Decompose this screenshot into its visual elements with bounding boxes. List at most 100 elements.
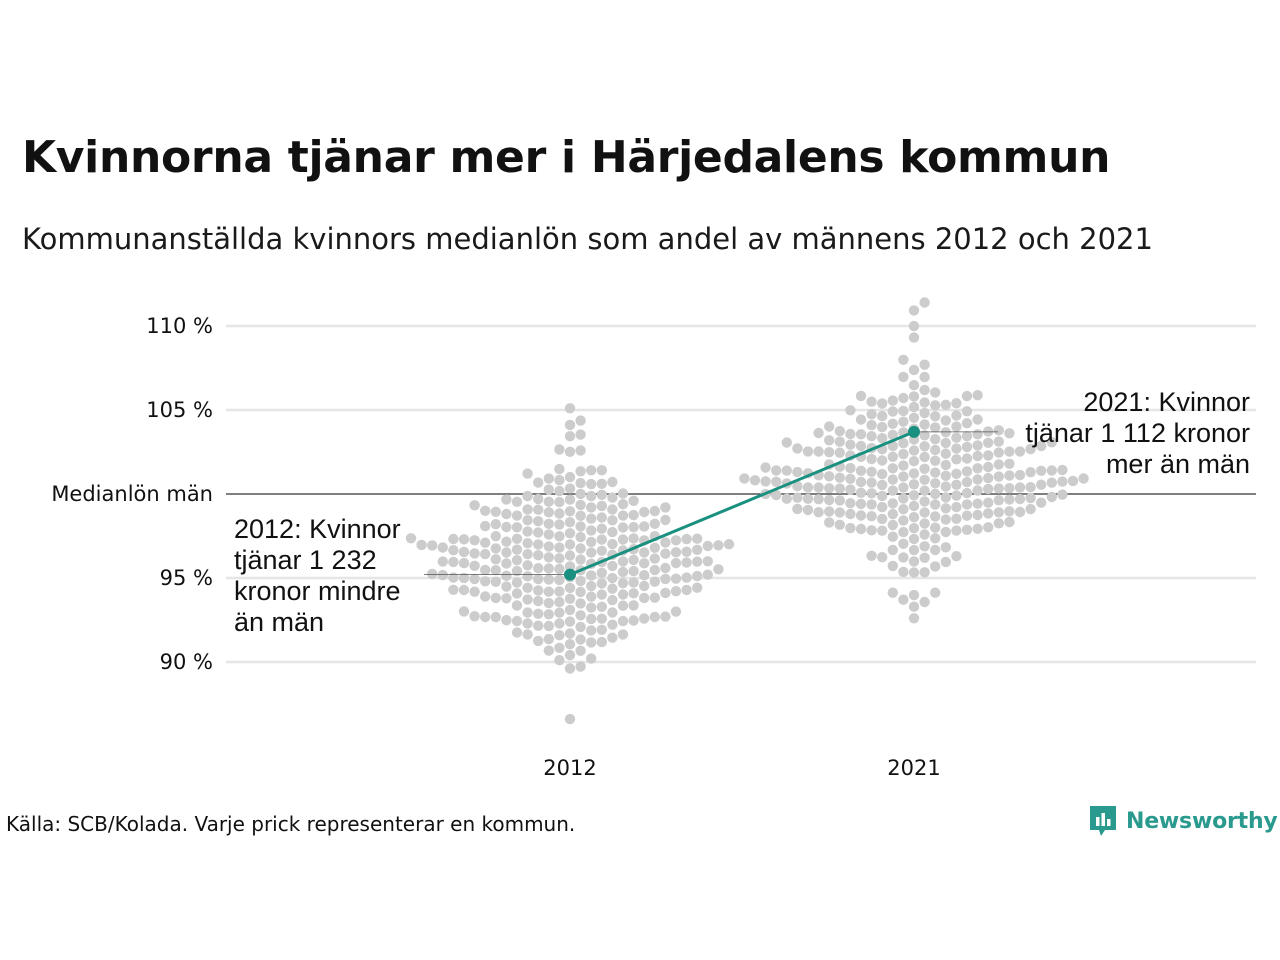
brand[interactable]: Newsworthy [1088, 804, 1278, 838]
data-point [919, 419, 930, 430]
data-point [972, 463, 983, 474]
data-point [855, 510, 867, 521]
data-point [908, 445, 920, 456]
data-point [427, 540, 438, 551]
data-point [898, 405, 909, 417]
data-point [898, 448, 909, 460]
data-point [993, 518, 1004, 529]
data-point [866, 396, 877, 407]
data-point [575, 415, 586, 426]
data-point [564, 663, 576, 674]
data-point [458, 572, 470, 584]
data-point [511, 588, 523, 599]
data-point [993, 495, 1004, 506]
data-point [543, 484, 554, 495]
data-point [1046, 465, 1058, 476]
data-point [586, 547, 597, 558]
data-point [845, 484, 856, 495]
data-point [713, 564, 724, 575]
data-point [834, 472, 845, 483]
data-point [617, 556, 629, 567]
data-point [951, 479, 962, 490]
data-point [448, 533, 459, 545]
data-point [951, 443, 962, 454]
data-point [469, 611, 480, 622]
data-point [951, 551, 962, 562]
data-point [543, 496, 554, 507]
data-point [930, 422, 941, 433]
data-point [564, 446, 576, 457]
data-point [681, 572, 692, 583]
data-point [919, 397, 930, 408]
data-point [628, 600, 639, 611]
x-tick-label: 2021 [887, 756, 940, 780]
data-point [1014, 506, 1026, 518]
data-point [887, 485, 898, 496]
data-point [533, 493, 544, 505]
data-point [649, 542, 660, 553]
data-point [617, 615, 629, 627]
data-point [919, 297, 930, 308]
data-point [586, 570, 597, 581]
data-point [543, 597, 554, 609]
data-point [586, 513, 597, 524]
data-point [1036, 479, 1047, 490]
data-point [607, 515, 618, 526]
data-point [951, 398, 962, 409]
data-point [670, 586, 682, 597]
data-point [1014, 493, 1026, 505]
data-point [993, 459, 1004, 470]
data-point [511, 577, 523, 588]
data-point [575, 621, 586, 633]
data-point [617, 488, 629, 499]
data-point [586, 502, 597, 513]
data-point [639, 580, 650, 592]
data-point [586, 465, 597, 476]
data-point [993, 447, 1004, 458]
data-point [533, 585, 544, 596]
data-point [543, 633, 554, 645]
data-point [993, 425, 1004, 436]
data-point [824, 506, 835, 517]
data-point [458, 584, 470, 596]
data-point [617, 600, 629, 611]
data-point [834, 519, 845, 530]
data-point [951, 421, 962, 432]
data-point [469, 548, 480, 559]
data-point [490, 531, 501, 542]
data-point [908, 490, 920, 501]
data-point [972, 523, 983, 534]
data-point [564, 471, 576, 483]
data-point [575, 429, 586, 440]
data-point [660, 502, 671, 513]
data-point [1004, 516, 1015, 528]
data-point [940, 437, 951, 449]
data-point [877, 525, 888, 536]
data-point [866, 511, 877, 522]
data-point [824, 447, 835, 458]
data-point [749, 475, 761, 486]
data-point [543, 586, 554, 597]
data-point [972, 509, 983, 521]
data-point [575, 586, 586, 598]
data-point [855, 487, 867, 498]
chart-subtitle: Kommunanställda kvinnors medianlön som a… [22, 222, 1153, 256]
data-point [554, 586, 565, 597]
data-point [554, 630, 565, 641]
data-point [596, 500, 607, 512]
data-point [554, 655, 565, 666]
data-point [919, 441, 930, 452]
data-point [554, 474, 565, 486]
data-point [908, 391, 920, 402]
data-point [692, 582, 703, 593]
data-point [596, 523, 607, 534]
data-point [575, 521, 586, 532]
annotation-2021-line: 2021: Kvinnor [1083, 387, 1250, 417]
data-point [501, 521, 512, 533]
data-point [961, 524, 973, 535]
data-point [501, 494, 512, 505]
data-point [940, 448, 951, 459]
data-point [649, 553, 660, 564]
y-tick-label: 90 % [160, 650, 213, 674]
data-point [586, 602, 597, 613]
